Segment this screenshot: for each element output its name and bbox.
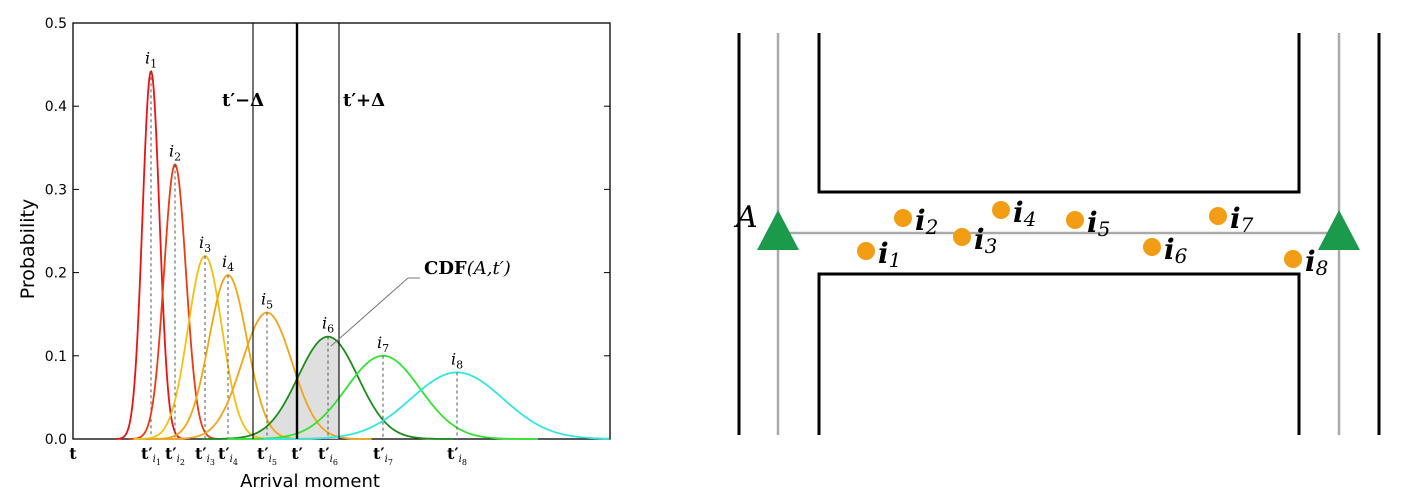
lower-block-outline [817,272,1301,435]
y-tick-label: 0.5 [45,16,67,32]
peak-label-i4: i4 [222,252,234,274]
vehicle-label-1: i1 [878,237,901,272]
vehicle-label-7: i7 [1230,202,1254,237]
x-tick-label-i6: t′i6 [318,444,338,467]
peak-label-i5: i5 [261,290,273,312]
vehicle-point-4 [992,201,1010,219]
vehicle-point-6 [1143,238,1161,256]
window-lines [252,23,340,439]
vehicle-label-3: i3 [974,223,997,258]
x-origin-label: t [69,444,77,463]
series-curves [115,70,610,440]
left-window-label: t′−Δ [222,90,264,111]
peak-label-i6: i6 [322,314,334,336]
x-tick-label-i2: t′i2 [165,444,185,467]
peak-label-i7: i7 [377,333,389,355]
vehicle-label-5: i5 [1087,206,1110,241]
series-curve-i8 [263,371,610,440]
y-tick-label: 0.0 [45,432,67,448]
y-tick-label: 0.1 [45,349,67,365]
y-tick-label: 0.4 [45,99,67,115]
cdf-annotation-args: (A,t′) [467,258,511,279]
y-axis-label: Probability [17,199,39,299]
road-diagram: A i1 i2 i3 i4 i5 i6 i7 i8 [733,33,1381,435]
peak-label-i2: i2 [169,141,181,163]
node-a-label: A [733,200,758,235]
x-axis-label: Arrival moment [240,471,380,492]
plot-frame [72,22,611,440]
x-tick-label-i3: t′i3 [195,444,215,467]
peak-label-i1: i1 [145,48,157,70]
y-tick-label: 0.3 [45,182,67,198]
series-peak-labels: i1 i2 i3 i4 i5 i6 i7 i8 [145,48,463,371]
peak-label-i8: i8 [451,349,463,371]
vehicle-point-5 [1066,211,1084,229]
vehicle-label-4: i4 [1013,196,1036,231]
vehicle-label-2: i2 [915,204,938,239]
x-axis-tick-labels: t t′ t′i1 t′i2 t′i3 t′i4 t′i5 t′i6 t′i7 t′i8 [69,444,467,467]
vehicle-label-8: i8 [1305,245,1328,280]
center-tick-label: t′ [291,444,303,463]
vehicle-point-8 [1284,250,1302,268]
cdf-annotation: CDF(A,t′) [424,258,511,279]
x-tick-label-i8: t′i8 [447,444,467,467]
vehicle-point-1 [857,242,875,260]
upper-block-outline [817,33,1301,194]
vehicle-point-7 [1209,207,1227,225]
right-window-label: t′+Δ [343,90,385,111]
vehicle-point-3 [953,228,971,246]
annotation-leader-line [330,277,409,347]
vehicle-points: i1 i2 i3 i4 i5 i6 i7 i8 [857,196,1328,280]
y-axis-ticks: 0.0 0.1 0.2 0.3 0.4 0.5 [45,16,610,448]
y-tick-label: 0.2 [45,266,67,282]
station-b-marker [1318,210,1360,250]
station-markers [757,210,1360,250]
cdf-annotation-bold: CDF [424,258,467,279]
peak-label-i3: i3 [199,233,211,255]
x-tick-label-i7: t′i7 [373,444,393,467]
vehicle-label-6: i6 [1164,233,1188,268]
x-tick-label-i1: t′i1 [141,444,161,467]
x-tick-label-i5: t′i5 [257,444,277,467]
vehicle-point-2 [894,209,912,227]
station-a-marker [757,210,799,250]
x-tick-label-i4: t′i4 [218,444,238,467]
